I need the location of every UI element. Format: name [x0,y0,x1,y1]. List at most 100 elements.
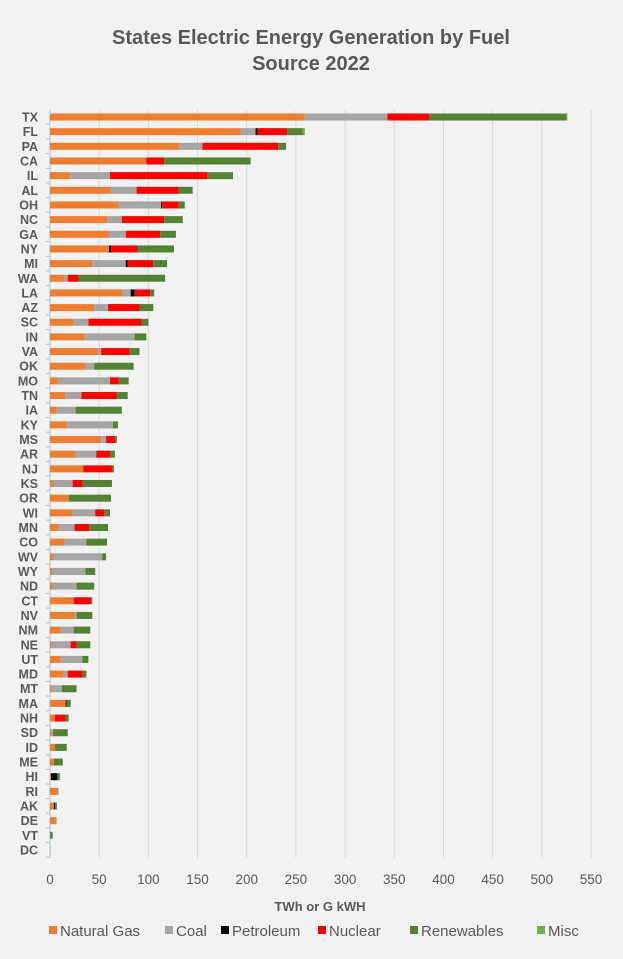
bar-fl-coal [240,128,256,136]
legend-item-coal: Coal [165,923,207,940]
y-label-tx: TX [22,111,39,125]
bar-la-coal [122,289,131,297]
bar-ut-renewables [82,655,89,663]
legend-item-renewables: Renewables [410,923,504,940]
bar-ga-renewables [160,230,176,238]
bar-tn-renewables [116,392,128,400]
y-label-oh: OH [19,198,38,212]
x-axis-tick-labels: 0 50 100 150 200 250 300 350 400 450 500 550 [46,872,602,887]
x-tick-label: 100 [137,872,160,887]
bar-ri-natural-gas [50,787,58,795]
bar-ct-nuclear [73,597,92,605]
y-label-nm: NM [19,624,38,638]
bar-ct-natural-gas [50,597,74,605]
bar-ny-natural-gas [50,245,110,253]
chart-title-line-2: Source 2022 [252,53,370,75]
bar-il-renewables [207,172,233,180]
bars [50,113,568,854]
legend-item-natural-gas: Natural Gas [49,923,140,940]
bar-al-nuclear [136,186,179,194]
y-label-sc: SC [21,316,38,330]
x-tick-label: 500 [531,872,554,887]
bar-sc-coal [73,318,89,326]
y-label-mn: MN [19,521,38,535]
bar-wa-coal [64,274,68,282]
bar-ak-petroleum [53,802,55,810]
bar-mi-petroleum [125,260,128,268]
bar-mn-coal [58,523,75,531]
bar-id-renewables [54,743,67,751]
bar-sc-natural-gas [50,318,74,326]
y-label-ne: NE [21,638,38,652]
y-label-pa: PA [22,140,38,154]
bar-az-renewables [139,304,154,312]
bar-ms-coal [101,436,107,444]
bar-tx-renewables [429,113,567,121]
y-label-vt: VT [22,829,38,843]
legend-item-petroleum: Petroleum [221,923,300,940]
y-label-wy: WY [18,565,39,579]
bar-nd-renewables [76,582,95,590]
bar-sd-renewables [52,729,68,737]
y-label-md: MD [19,668,38,682]
bar-mo-coal [57,377,111,385]
bar-ne-nuclear [70,641,77,649]
legend-label: Coal [176,923,207,940]
bar-wa-renewables [78,274,166,282]
bar-az-coal [94,304,109,312]
bar-ca-nuclear [146,157,165,165]
bar-nc-renewables [164,216,183,224]
y-label-nj: NJ [22,462,38,476]
bar-ny-nuclear [110,245,138,253]
y-label-or: OR [19,492,38,506]
bar-oh-renewables [178,201,185,209]
bar-nv-coal [74,611,77,619]
legend-label: Misc [548,923,579,940]
bar-in-natural-gas [50,333,85,341]
bar-fl-nuclear [257,128,288,136]
bar-ga-nuclear [125,230,161,238]
bar-ca-natural-gas [50,157,147,165]
bar-nh-renewables [65,714,69,722]
bar-co-renewables [86,538,108,546]
bar-mi-natural-gas [50,260,93,268]
bar-sc-nuclear [88,318,142,326]
y-label-mt: MT [20,682,38,696]
bar-wy-coal [51,567,86,575]
bar-mt-natural-gas [50,685,51,693]
bar-co-coal [64,538,87,546]
bar-pa-nuclear [202,142,279,150]
legend-label: Renewables [421,923,504,940]
bar-sd-coal [50,729,53,737]
bar-ms-natural-gas [50,436,102,444]
y-label-az: AZ [21,301,38,315]
bar-la-petroleum [130,289,135,297]
bar-co-natural-gas [50,538,65,546]
bar-pa-natural-gas [50,142,179,150]
bar-nc-nuclear [121,216,165,224]
legend-swatch [318,926,326,934]
bar-ok-coal [85,362,95,370]
x-tick-label: 250 [285,872,308,887]
bar-pa-renewables [278,142,287,150]
bar-ks-natural-gas [50,480,53,487]
bar-ut-coal [60,655,83,663]
bar-wy-renewables [85,567,96,575]
bar-nd-natural-gas [50,582,52,590]
bar-oh-petroleum [161,201,163,209]
y-label-nd: ND [20,580,38,594]
bar-ne-coal [50,641,71,649]
bar-ny-renewables [137,245,174,253]
bar-wv-coal [52,553,103,561]
bar-me-renewables [53,758,63,766]
x-axis-label: TWh or G kWH [275,899,366,914]
bar-ga-coal [109,230,126,238]
bar-ar-nuclear [96,450,111,458]
x-tick-label: 150 [186,872,209,887]
y-label-ms: MS [19,433,38,447]
bar-sd-natural-gas [50,729,51,737]
bar-me-natural-gas [50,758,54,766]
bar-va-nuclear [101,348,130,356]
bar-nv-renewables [76,611,93,619]
